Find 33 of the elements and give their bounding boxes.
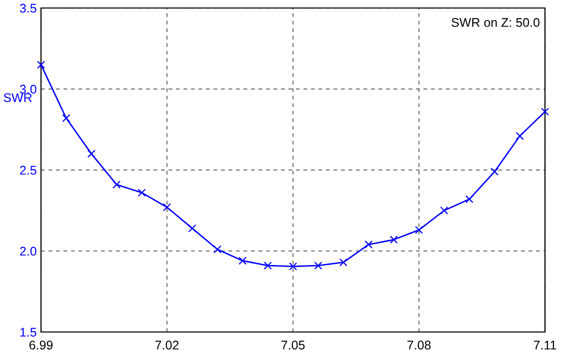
annotation: SWR on Z: 50.0 [452,18,540,27]
point [62,114,70,122]
point [440,206,448,215]
point [213,245,222,254]
point [238,256,247,265]
point [314,262,322,270]
point [87,150,96,158]
x-tick-label: 7.11 [534,340,556,350]
point [188,224,196,232]
point [162,203,172,212]
point [390,236,398,244]
point [540,108,550,116]
point [364,240,373,249]
point [36,60,46,69]
x-tick-label: 7.02 [155,340,179,350]
point [264,262,272,270]
point [465,195,474,204]
x-tick-label: 6.99 [29,340,53,350]
point [112,180,121,189]
y-tick-label: 3.5 [20,4,36,13]
y-tick-label: 3.0 [20,84,36,94]
x-tick-label: 7.08 [407,340,431,350]
point [138,188,146,197]
y-tick-label: 1.5 [20,328,36,337]
y-axis-title: SWR [4,93,32,102]
y-tick-label: 2.0 [20,246,36,256]
point [490,168,499,176]
y-tick-label: 2.5 [20,166,36,175]
point [516,132,524,140]
point [414,226,424,234]
x-tick-label: 7.05 [281,340,305,350]
point [288,262,298,270]
point [339,258,348,266]
